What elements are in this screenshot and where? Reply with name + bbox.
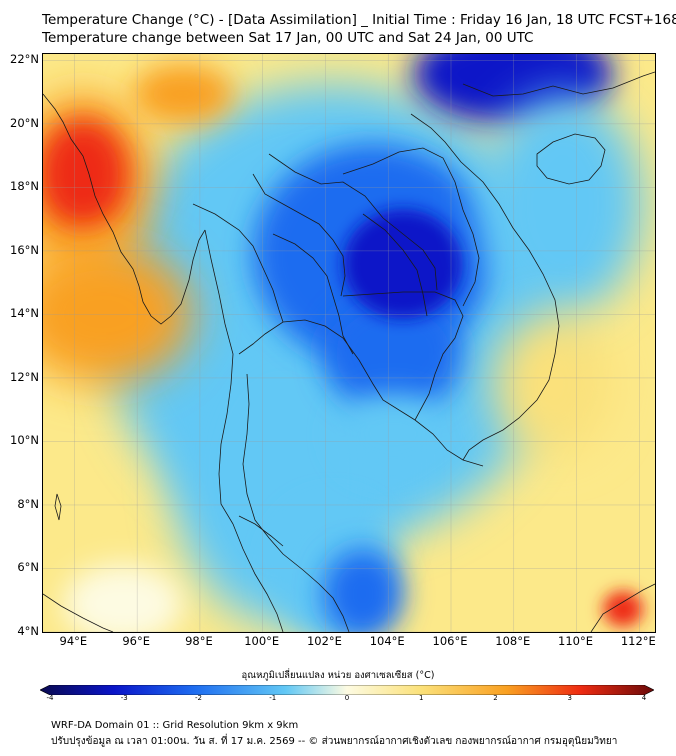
chart-title: Temperature Change (°C) - [Data Assimila… bbox=[42, 12, 676, 28]
longitude-tick-label: 102°E bbox=[306, 634, 342, 648]
coastline-hainan bbox=[536, 133, 606, 185]
coastline-myanmar-south bbox=[204, 229, 234, 525]
longitude-tick-label: 96°E bbox=[122, 634, 150, 648]
footer-credit: ปรับปรุงข้อมูล ณ เวลา 01:00น. วัน ส. ที่… bbox=[51, 736, 618, 747]
coastline-thai-peninsula bbox=[232, 523, 284, 632]
border-thailand-myanmar bbox=[192, 203, 284, 323]
border-peninsula-thai-malay bbox=[238, 515, 284, 547]
coastlines-borders bbox=[43, 71, 655, 632]
hot-zone-myanmar bbox=[43, 119, 128, 229]
longitude-tick-label: 100°E bbox=[244, 634, 280, 648]
colorbar-tick-label: -2 bbox=[195, 694, 202, 702]
latitude-tick-label: 8°N bbox=[17, 496, 39, 511]
colorbar-label: อุณหภูมิเปลี่ยนแปลง หน่วย องศาเซลเซียส (… bbox=[241, 670, 435, 681]
map-canvas bbox=[43, 54, 655, 632]
footer-model-info: WRF-DA Domain 01 :: Grid Resolution 9km … bbox=[51, 720, 299, 731]
coastline-gulf-of-thailand bbox=[238, 319, 484, 467]
warm-zone-north bbox=[133, 64, 233, 124]
colorbar-tick-label: 2 bbox=[493, 694, 498, 702]
chart-subtitle: Temperature change between Sat 17 Jan, 0… bbox=[42, 30, 534, 46]
border-province-east bbox=[362, 213, 428, 317]
cool-zone-gulf bbox=[338, 394, 448, 474]
warm-zone-borneo bbox=[603, 591, 643, 627]
border-cambodia bbox=[342, 291, 464, 421]
colorbar-tick-label: 3 bbox=[567, 694, 572, 702]
coastline-china-south bbox=[462, 71, 655, 97]
latitude-tick-label: 20°N bbox=[10, 115, 39, 130]
coastline-myanmar-west bbox=[43, 93, 206, 325]
colorbar bbox=[39, 680, 655, 696]
island-andaman bbox=[54, 493, 62, 521]
latitude-tick-label: 6°N bbox=[17, 560, 39, 575]
longitude-tick-label: 94°E bbox=[59, 634, 88, 648]
colorbar-tick-label: 1 bbox=[419, 694, 424, 702]
coastline-malay-east bbox=[242, 373, 350, 632]
coldest-zone-center bbox=[343, 209, 463, 319]
colorbar-tick-label: 4 bbox=[641, 694, 647, 702]
latitude-tick-label: 12°N bbox=[10, 369, 39, 384]
neutral-zone-sumatra bbox=[63, 564, 183, 632]
border-thailand-laos bbox=[268, 153, 438, 291]
temperature-field bbox=[43, 54, 643, 632]
latitude-tick-label: 22°N bbox=[10, 52, 39, 67]
warm-zone-vietnam-south bbox=[493, 314, 613, 454]
coastline-sumatra bbox=[43, 593, 114, 632]
longitude-tick-label: 108°E bbox=[495, 634, 531, 648]
border-province-north bbox=[252, 173, 346, 297]
colorbar-tick-label: 0 bbox=[344, 694, 350, 702]
colorbar-tick-label: -1 bbox=[269, 694, 277, 702]
latitude-tick-label: 16°N bbox=[10, 242, 39, 257]
latitude-tick-label: 18°N bbox=[10, 179, 39, 194]
border-province-central bbox=[272, 233, 354, 355]
longitude-tick-label: 98°E bbox=[185, 634, 213, 648]
latitude-tick-label: 10°N bbox=[10, 433, 39, 448]
warm-zone-andaman bbox=[43, 244, 193, 384]
latitude-tick-label: 14°N bbox=[10, 306, 39, 321]
coastline-borneo bbox=[590, 583, 655, 632]
colorbar-tick-label: -3 bbox=[120, 694, 128, 702]
longitude-tick-label: 110°E bbox=[558, 634, 594, 648]
longitude-tick-label: 106°E bbox=[432, 634, 468, 648]
colorbar-tick-label: -4 bbox=[46, 694, 54, 702]
longitude-tick-label: 104°E bbox=[369, 634, 405, 648]
latitude-tick-label: 4°N bbox=[17, 624, 39, 638]
border-laos-vietnam bbox=[342, 147, 480, 307]
temperature-change-map bbox=[42, 53, 656, 633]
cool-zone-south-china-sea bbox=[483, 94, 643, 314]
cold-zone-cambodia bbox=[323, 294, 463, 414]
cold-zone-malay bbox=[323, 549, 403, 632]
coastline-vietnam bbox=[410, 113, 560, 461]
longitude-tick-label: 112°E bbox=[620, 634, 656, 648]
